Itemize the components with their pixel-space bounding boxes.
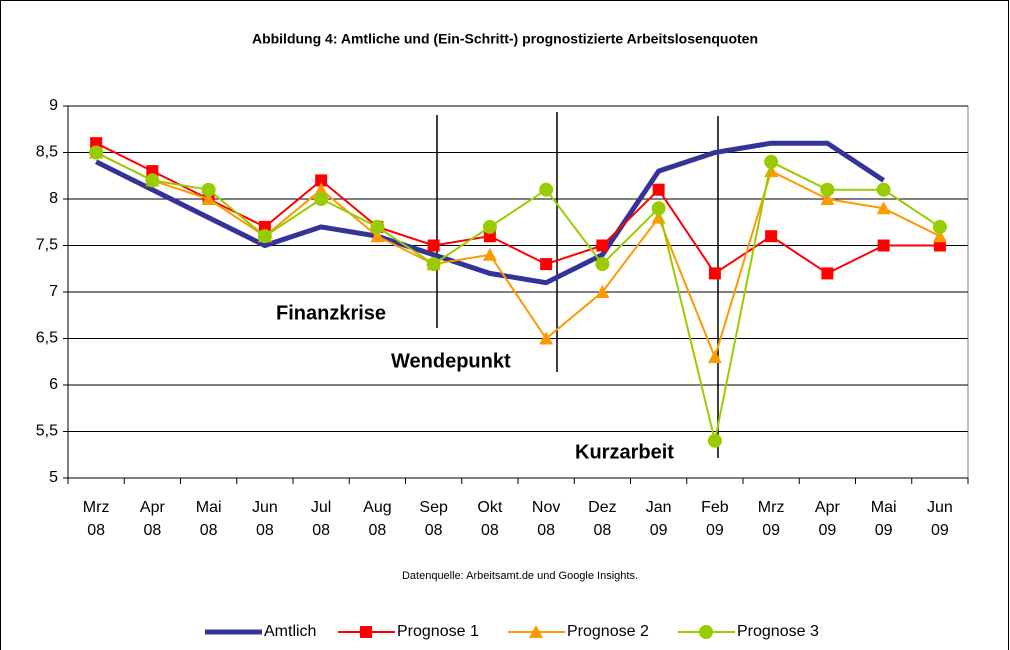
- x-tick-label: 08: [143, 522, 161, 539]
- marker: [257, 229, 272, 244]
- x-tick-label: 08: [593, 522, 611, 539]
- x-tick-label: Jun: [252, 499, 278, 516]
- marker: [765, 230, 778, 243]
- marker: [314, 192, 329, 206]
- marker: [482, 219, 497, 234]
- grid: [68, 105, 968, 479]
- x-tick-label: Mai: [871, 499, 897, 516]
- series: [95, 140, 886, 286]
- marker: [821, 267, 834, 280]
- marker: [370, 219, 385, 234]
- marker: [427, 239, 440, 252]
- x-tick-label: 08: [537, 522, 555, 539]
- y-tick-label: 7: [49, 283, 58, 300]
- marker: [539, 182, 554, 197]
- marker: [699, 625, 713, 639]
- x-tick-label: 09: [762, 522, 780, 539]
- x-tick-label: Mai: [196, 499, 222, 516]
- y-tick-label: 8: [49, 190, 58, 207]
- marker: [708, 267, 721, 280]
- x-tick-label: 08: [312, 522, 330, 539]
- annotation: Wendepunkt: [391, 350, 511, 372]
- marker: [707, 350, 722, 364]
- x-tick-label: 09: [818, 522, 836, 539]
- x-tick-label: 09: [706, 522, 724, 539]
- y-tick-label: 7,5: [36, 237, 58, 254]
- x-tick-label: 08: [87, 522, 105, 539]
- x-tick-label: Sep: [419, 499, 448, 516]
- x-tick-label: Nov: [532, 499, 560, 516]
- x-tick-label: 09: [931, 522, 949, 539]
- source-note: Datenquelle: Arbeitsamt.de und Google In…: [402, 570, 638, 582]
- x-tick-label: 08: [425, 522, 443, 539]
- x-tick-label: Apr: [815, 499, 841, 516]
- x-tick-label: 08: [256, 522, 274, 539]
- y-tick-label: 5: [49, 469, 58, 486]
- marker: [482, 247, 497, 261]
- x-tick-label: Feb: [701, 499, 729, 516]
- marker: [595, 257, 610, 272]
- marker: [539, 331, 554, 345]
- marker: [529, 625, 543, 638]
- marker: [315, 174, 328, 187]
- x-tick-label: 08: [481, 522, 499, 539]
- x-tick-label: 09: [650, 522, 668, 539]
- x-tick-label: 09: [875, 522, 893, 539]
- marker: [932, 219, 947, 234]
- marker: [764, 164, 779, 178]
- marker: [932, 229, 947, 243]
- marker: [876, 182, 891, 197]
- x-tick-label: 08: [200, 522, 218, 539]
- x-tick-label: Jan: [646, 499, 672, 516]
- line: [95, 151, 941, 361]
- marker: [596, 239, 609, 252]
- legend-label: Prognose 2: [567, 623, 649, 640]
- legend-label: Prognose 1: [397, 623, 479, 640]
- x-tick-label: Mrz: [83, 499, 110, 516]
- marker: [652, 183, 665, 196]
- y-tick-label: 8,5: [36, 144, 58, 161]
- marker: [370, 229, 385, 243]
- x-tick-label: Aug: [363, 499, 391, 516]
- x-tick-label: Apr: [140, 499, 166, 516]
- marker: [877, 239, 890, 252]
- marker: [707, 433, 722, 448]
- x-tick-label: Mrz: [758, 499, 785, 516]
- marker: [145, 173, 160, 188]
- marker: [820, 182, 835, 197]
- line: [95, 151, 941, 442]
- marker: [933, 239, 946, 252]
- y-tick-label: 9: [49, 97, 58, 114]
- legend-label: Amtlich: [264, 623, 316, 640]
- marker: [764, 154, 779, 169]
- x-tick-label: Jul: [311, 499, 331, 516]
- marker: [651, 201, 666, 216]
- legend-label: Prognose 3: [737, 623, 819, 640]
- y-tick-label: 5,5: [36, 423, 58, 440]
- marker: [201, 182, 216, 197]
- marker: [426, 257, 441, 272]
- marker: [201, 192, 216, 205]
- x-tick-label: Dez: [588, 499, 616, 516]
- series: [89, 145, 947, 448]
- x-tick-label: 08: [368, 522, 386, 539]
- annotation: Kurzarbeit: [575, 441, 674, 463]
- x-tick-label: Jun: [927, 499, 953, 516]
- marker: [876, 201, 891, 215]
- marker: [540, 258, 553, 271]
- x-tick-label: Okt: [477, 499, 502, 516]
- annotation: Finanzkrise: [276, 302, 386, 324]
- marker: [89, 145, 104, 160]
- y-tick-label: 6,5: [36, 330, 58, 347]
- y-tick-label: 6: [49, 376, 58, 393]
- marker: [820, 192, 835, 205]
- marker: [360, 626, 372, 638]
- chart-title: Abbildung 4: Amtliche und (Ein-Schritt-)…: [252, 31, 758, 47]
- marker: [314, 182, 329, 196]
- line: [95, 140, 886, 286]
- marker: [595, 285, 610, 298]
